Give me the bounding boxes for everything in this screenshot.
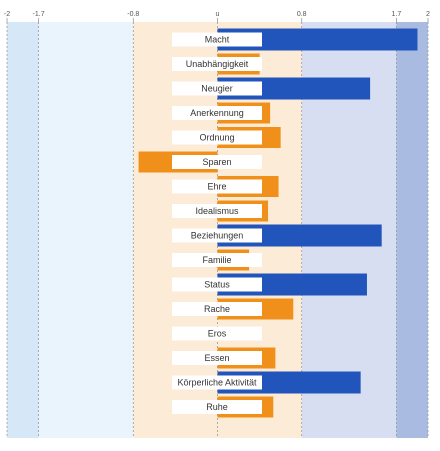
tick-label: u (216, 11, 220, 18)
category-label-box (172, 326, 262, 341)
category-label-box (172, 253, 262, 267)
category-label-box (172, 155, 262, 169)
tick-label: 1.7 (392, 11, 402, 18)
category-label-box (172, 204, 262, 218)
tick-label: 2 (426, 11, 430, 18)
category-label: Idealismus (195, 206, 239, 216)
band-mid-negative (38, 22, 134, 438)
category-label: Essen (204, 353, 229, 363)
category-label-box (172, 81, 262, 96)
category-label-box (172, 32, 262, 47)
category-label: Unabhängigkeit (186, 59, 249, 69)
category-label: Körperliche Aktivität (177, 378, 257, 388)
category-label: Eros (208, 329, 227, 339)
category-label-box (172, 57, 262, 71)
category-label: Rache (204, 304, 230, 314)
category-label: Beziehungen (191, 231, 244, 241)
tick-label: -1.7 (33, 11, 45, 18)
category-label-box (172, 228, 262, 243)
category-label: Macht (205, 35, 230, 45)
category-label-box (172, 106, 262, 120)
bar (217, 28, 418, 51)
category-label: Ehre (207, 182, 226, 192)
category-label-box (172, 130, 262, 145)
category-label: Sparen (202, 157, 231, 167)
category-label: Anerkennung (190, 108, 244, 118)
category-label-box (172, 351, 262, 365)
category-label-box (172, 277, 262, 292)
category-label: Neugier (201, 84, 233, 94)
band-far-positive (396, 22, 428, 438)
category-labels: Macht Unabhängigkeit Neugier Anerkennung Ord… (172, 32, 262, 414)
tick-label: -2 (4, 11, 10, 18)
category-label-box (172, 302, 262, 316)
x-axis-ticks: -2 -1.7 -0.8 u 0.8 1.7 2 (4, 11, 430, 22)
category-label: Familie (202, 255, 231, 265)
category-label: Ordnung (199, 133, 234, 143)
tick-label: -0.8 (127, 11, 139, 18)
category-label-box (172, 375, 262, 390)
category-label: Status (204, 280, 230, 290)
category-label-box (172, 400, 262, 414)
category-label-box (172, 179, 262, 194)
category-label: Ruhe (206, 402, 228, 412)
band-far-negative (7, 22, 39, 438)
tick-label: 0.8 (297, 11, 307, 18)
